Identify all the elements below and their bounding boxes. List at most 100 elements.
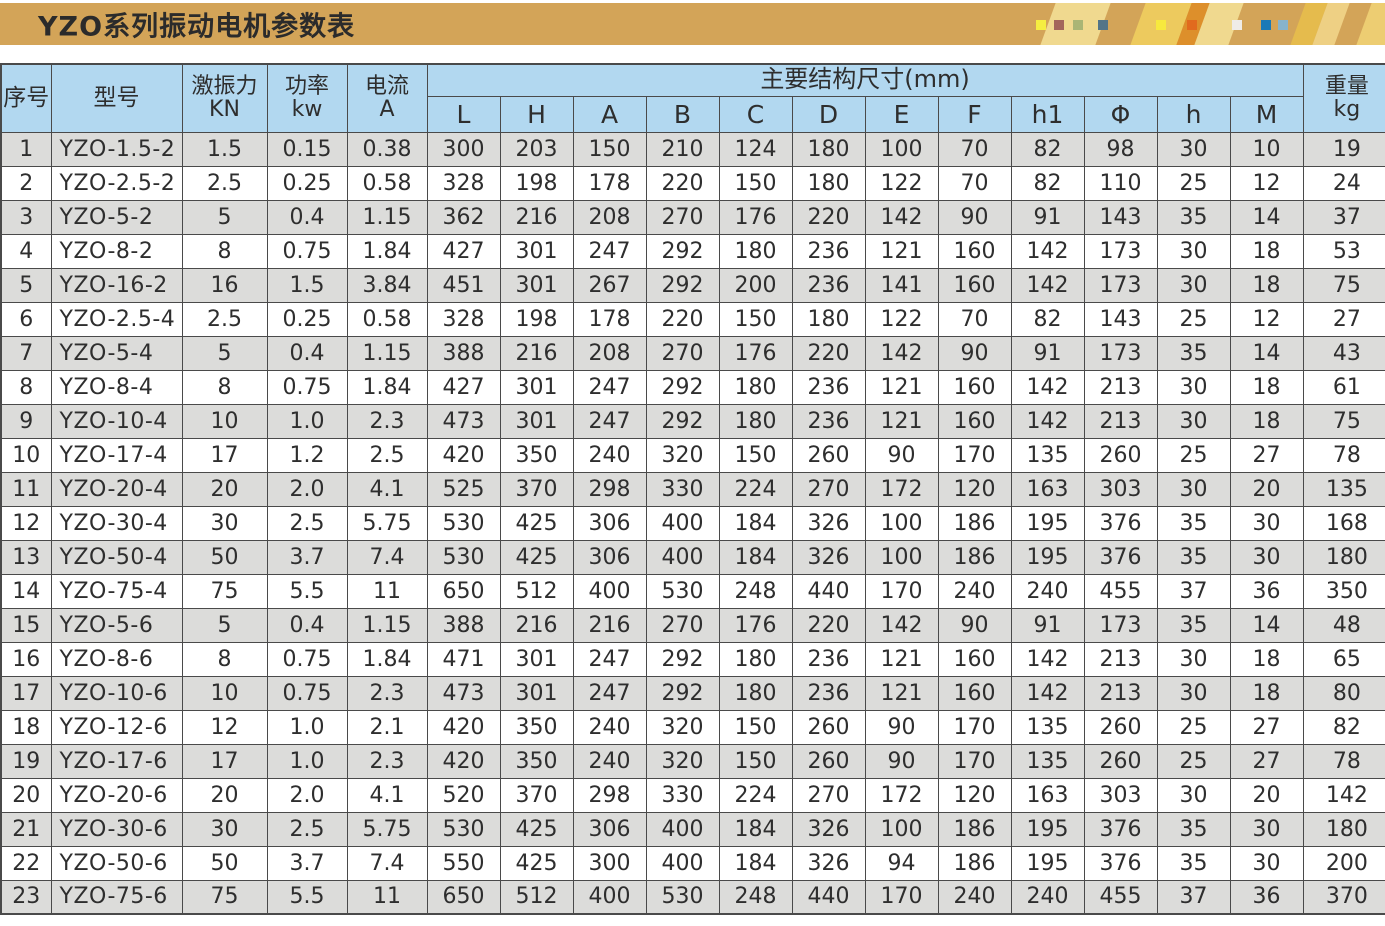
value-cell: 400 xyxy=(645,539,720,575)
value-cell: 247 xyxy=(572,369,647,405)
value-cell: 30 xyxy=(1156,403,1231,439)
value-cell: 330 xyxy=(645,777,720,813)
value-cell: 260 xyxy=(791,437,866,473)
value-cell: 420 xyxy=(426,743,501,779)
value-cell: 326 xyxy=(791,505,866,541)
value-cell: 301 xyxy=(499,233,574,269)
value-cell: 220 xyxy=(645,301,720,337)
value-cell: 2.5 xyxy=(346,437,428,473)
value-cell: 100 xyxy=(864,131,939,167)
value-cell: 30 xyxy=(1156,233,1231,269)
page-title: YZO系列振动电机参数表 xyxy=(38,11,356,43)
value-cell: 141 xyxy=(864,267,939,303)
value-cell: 300 xyxy=(426,131,501,167)
value-cell: 451 xyxy=(426,267,501,303)
value-cell: 78 xyxy=(1302,743,1385,779)
value-cell: 5.5 xyxy=(266,573,348,609)
value-cell: 400 xyxy=(645,845,720,881)
value-cell: 388 xyxy=(426,607,501,643)
row-index-cell: 2 xyxy=(0,165,52,201)
value-cell: 320 xyxy=(645,743,720,779)
value-cell: 173 xyxy=(1083,607,1158,643)
value-cell: 27 xyxy=(1229,437,1304,473)
value-cell: 440 xyxy=(791,573,866,609)
value-cell: 180 xyxy=(1302,811,1385,847)
value-cell: 200 xyxy=(718,267,793,303)
table-row: 12 YZO-30-4 30 2.5 5.75 530 425 306 400 184 326 100… xyxy=(0,505,1385,541)
value-cell: 121 xyxy=(864,675,939,711)
value-cell: 142 xyxy=(1010,233,1085,269)
value-cell: 236 xyxy=(791,267,866,303)
value-cell: 306 xyxy=(572,539,647,575)
value-cell: 65 xyxy=(1302,641,1385,677)
value-cell: 213 xyxy=(1083,369,1158,405)
value-cell: 163 xyxy=(1010,471,1085,507)
model-cell: YZO-2.5-2 xyxy=(50,165,183,201)
value-cell: 122 xyxy=(864,301,939,337)
col-header-dimensions-group: 主要结构尺寸(mm) xyxy=(426,63,1304,97)
value-cell: 247 xyxy=(572,233,647,269)
row-index-cell: 11 xyxy=(0,471,52,507)
value-cell: 184 xyxy=(718,811,793,847)
value-cell: 121 xyxy=(864,641,939,677)
banner-accent-square xyxy=(1073,20,1083,30)
value-cell: 1.0 xyxy=(266,403,348,439)
value-cell: 35 xyxy=(1156,845,1231,881)
value-cell: 61 xyxy=(1302,369,1385,405)
value-cell: 376 xyxy=(1083,845,1158,881)
col-header-model: 型号 xyxy=(50,63,183,133)
value-cell: 306 xyxy=(572,505,647,541)
value-cell: 20 xyxy=(1229,777,1304,813)
value-cell: 5.75 xyxy=(346,505,428,541)
value-cell: 160 xyxy=(937,233,1012,269)
value-cell: 370 xyxy=(499,777,574,813)
row-index-cell: 16 xyxy=(0,641,52,677)
value-cell: 213 xyxy=(1083,403,1158,439)
value-cell: 0.75 xyxy=(266,369,348,405)
value-cell: 90 xyxy=(937,199,1012,235)
model-cell: YZO-20-4 xyxy=(50,471,183,507)
dim-col-E: E xyxy=(864,95,939,133)
value-cell: 270 xyxy=(791,777,866,813)
value-cell: 17 xyxy=(181,437,268,473)
value-cell: 471 xyxy=(426,641,501,677)
table-row: 15 YZO-5-6 5 0.4 1.15 388 216 216 270 176 220 142 90… xyxy=(0,607,1385,643)
value-cell: 425 xyxy=(499,539,574,575)
value-cell: 326 xyxy=(791,811,866,847)
row-index-cell: 19 xyxy=(0,743,52,779)
value-cell: 150 xyxy=(718,437,793,473)
value-cell: 135 xyxy=(1010,743,1085,779)
model-cell: YZO-16-2 xyxy=(50,267,183,303)
value-cell: 2.5 xyxy=(181,301,268,337)
value-cell: 350 xyxy=(499,437,574,473)
value-cell: 178 xyxy=(572,165,647,201)
value-cell: 320 xyxy=(645,437,720,473)
value-cell: 142 xyxy=(1010,675,1085,711)
header-row-dimensions: L H A B C D E F h1 Φ h M xyxy=(1,95,1385,133)
value-cell: 248 xyxy=(718,879,793,915)
table-row: 18 YZO-12-6 12 1.0 2.1 420 350 240 320 150 260 90 17… xyxy=(0,709,1385,745)
value-cell: 512 xyxy=(499,879,574,915)
value-cell: 70 xyxy=(937,165,1012,201)
value-cell: 213 xyxy=(1083,641,1158,677)
row-index-cell: 10 xyxy=(0,437,52,473)
value-cell: 43 xyxy=(1302,335,1385,371)
value-cell: 1.0 xyxy=(266,709,348,745)
table-row: 17 YZO-10-6 10 0.75 2.3 473 301 247 292 180 236 121… xyxy=(0,675,1385,711)
value-cell: 150 xyxy=(718,709,793,745)
value-cell: 100 xyxy=(864,505,939,541)
value-cell: 1.84 xyxy=(346,369,428,405)
value-cell: 120 xyxy=(937,777,1012,813)
row-index-cell: 17 xyxy=(0,675,52,711)
col-header-power-unit: kw xyxy=(291,97,323,123)
value-cell: 142 xyxy=(1010,403,1085,439)
value-cell: 124 xyxy=(718,131,793,167)
value-cell: 4.1 xyxy=(346,471,428,507)
value-cell: 25 xyxy=(1156,709,1231,745)
row-index-cell: 9 xyxy=(0,403,52,439)
table-row: 5 YZO-16-2 16 1.5 3.84 451 301 267 292 200 236 141 1… xyxy=(0,267,1385,303)
value-cell: 142 xyxy=(1010,369,1085,405)
value-cell: 7.4 xyxy=(346,845,428,881)
value-cell: 143 xyxy=(1083,301,1158,337)
value-cell: 30 xyxy=(1156,369,1231,405)
